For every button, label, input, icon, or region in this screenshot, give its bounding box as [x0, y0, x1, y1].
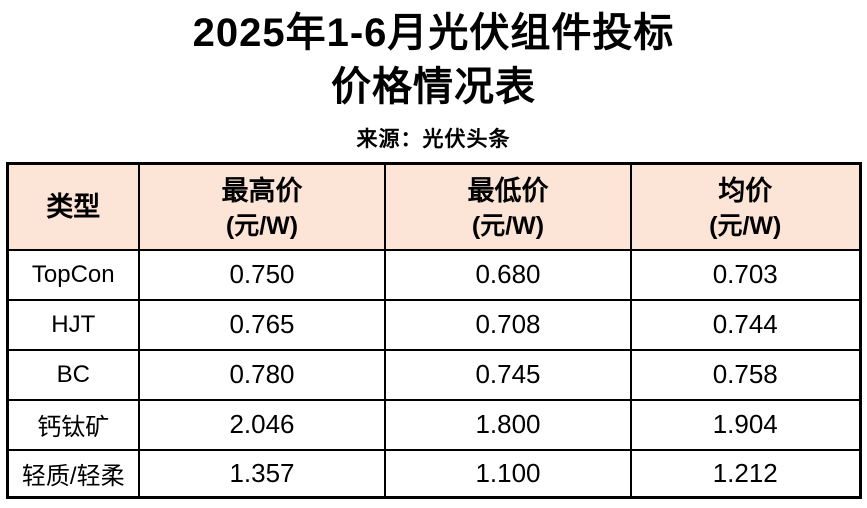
column-header-avg-price-label: 均价	[718, 175, 773, 206]
cell-max-price: 2.046	[138, 398, 386, 451]
cell-min-price: 0.745	[384, 348, 632, 401]
cell-avg-price: 0.703	[630, 248, 861, 301]
title-line-2: 价格情况表	[331, 65, 536, 109]
cell-avg-price: 0.758	[630, 348, 861, 401]
cell-type: BC	[6, 348, 140, 401]
column-header-min-price-unit: (元/W)	[471, 211, 545, 240]
cell-min-price: 0.708	[384, 298, 632, 351]
table-row-topcon: TopCon 0.750 0.680 0.703	[6, 248, 861, 301]
table-row-bc: BC 0.780 0.745 0.758	[6, 348, 861, 401]
column-header-max-price: 最高价 (元/W)	[138, 162, 386, 251]
cell-max-price: 0.765	[138, 298, 386, 351]
table-row-hjt: HJT 0.765 0.708 0.744	[6, 298, 861, 351]
cell-type: 轻质/轻柔	[6, 448, 140, 499]
source-caption: 来源：光伏头条	[356, 128, 511, 151]
cell-type: HJT	[6, 298, 140, 351]
column-header-type-label: 类型	[46, 191, 101, 222]
column-header-max-price-unit: (元/W)	[225, 211, 299, 240]
cell-min-price: 1.100	[384, 448, 632, 499]
cell-avg-price: 0.744	[630, 298, 861, 351]
table-row-perovskite: 钙钛矿 2.046 1.800 1.904	[6, 398, 861, 451]
cell-avg-price: 1.212	[630, 448, 861, 499]
cell-max-price: 0.780	[138, 348, 386, 401]
column-header-type: 类型	[6, 162, 140, 251]
cell-min-price: 1.800	[384, 398, 632, 451]
cell-max-price: 0.750	[138, 248, 386, 301]
page-title: 2025年1-6月光伏组件投标 价格情况表	[0, 0, 867, 114]
cell-avg-price: 1.904	[630, 398, 861, 451]
column-header-min-price: 最低价 (元/W)	[384, 162, 632, 251]
column-header-max-price-label: 最高价	[221, 175, 303, 206]
column-header-avg-price: 均价 (元/W)	[630, 162, 861, 251]
cell-type: TopCon	[6, 248, 140, 301]
column-header-min-price-label: 最低价	[467, 175, 549, 206]
cell-min-price: 0.680	[384, 248, 632, 301]
table-header-row: 类型 最高价 (元/W) 最低价 (元/W) 均价 (元/W)	[6, 162, 861, 251]
table-row-lightweight-flexible: 轻质/轻柔 1.357 1.100 1.212	[6, 448, 861, 499]
title-line-1: 2025年1-6月光伏组件投标	[192, 11, 675, 55]
cell-max-price: 1.357	[138, 448, 386, 499]
price-table: 类型 最高价 (元/W) 最低价 (元/W) 均价 (元/W) TopCon	[5, 162, 862, 499]
cell-type: 钙钛矿	[6, 398, 140, 451]
column-header-avg-price-unit: (元/W)	[709, 211, 782, 240]
